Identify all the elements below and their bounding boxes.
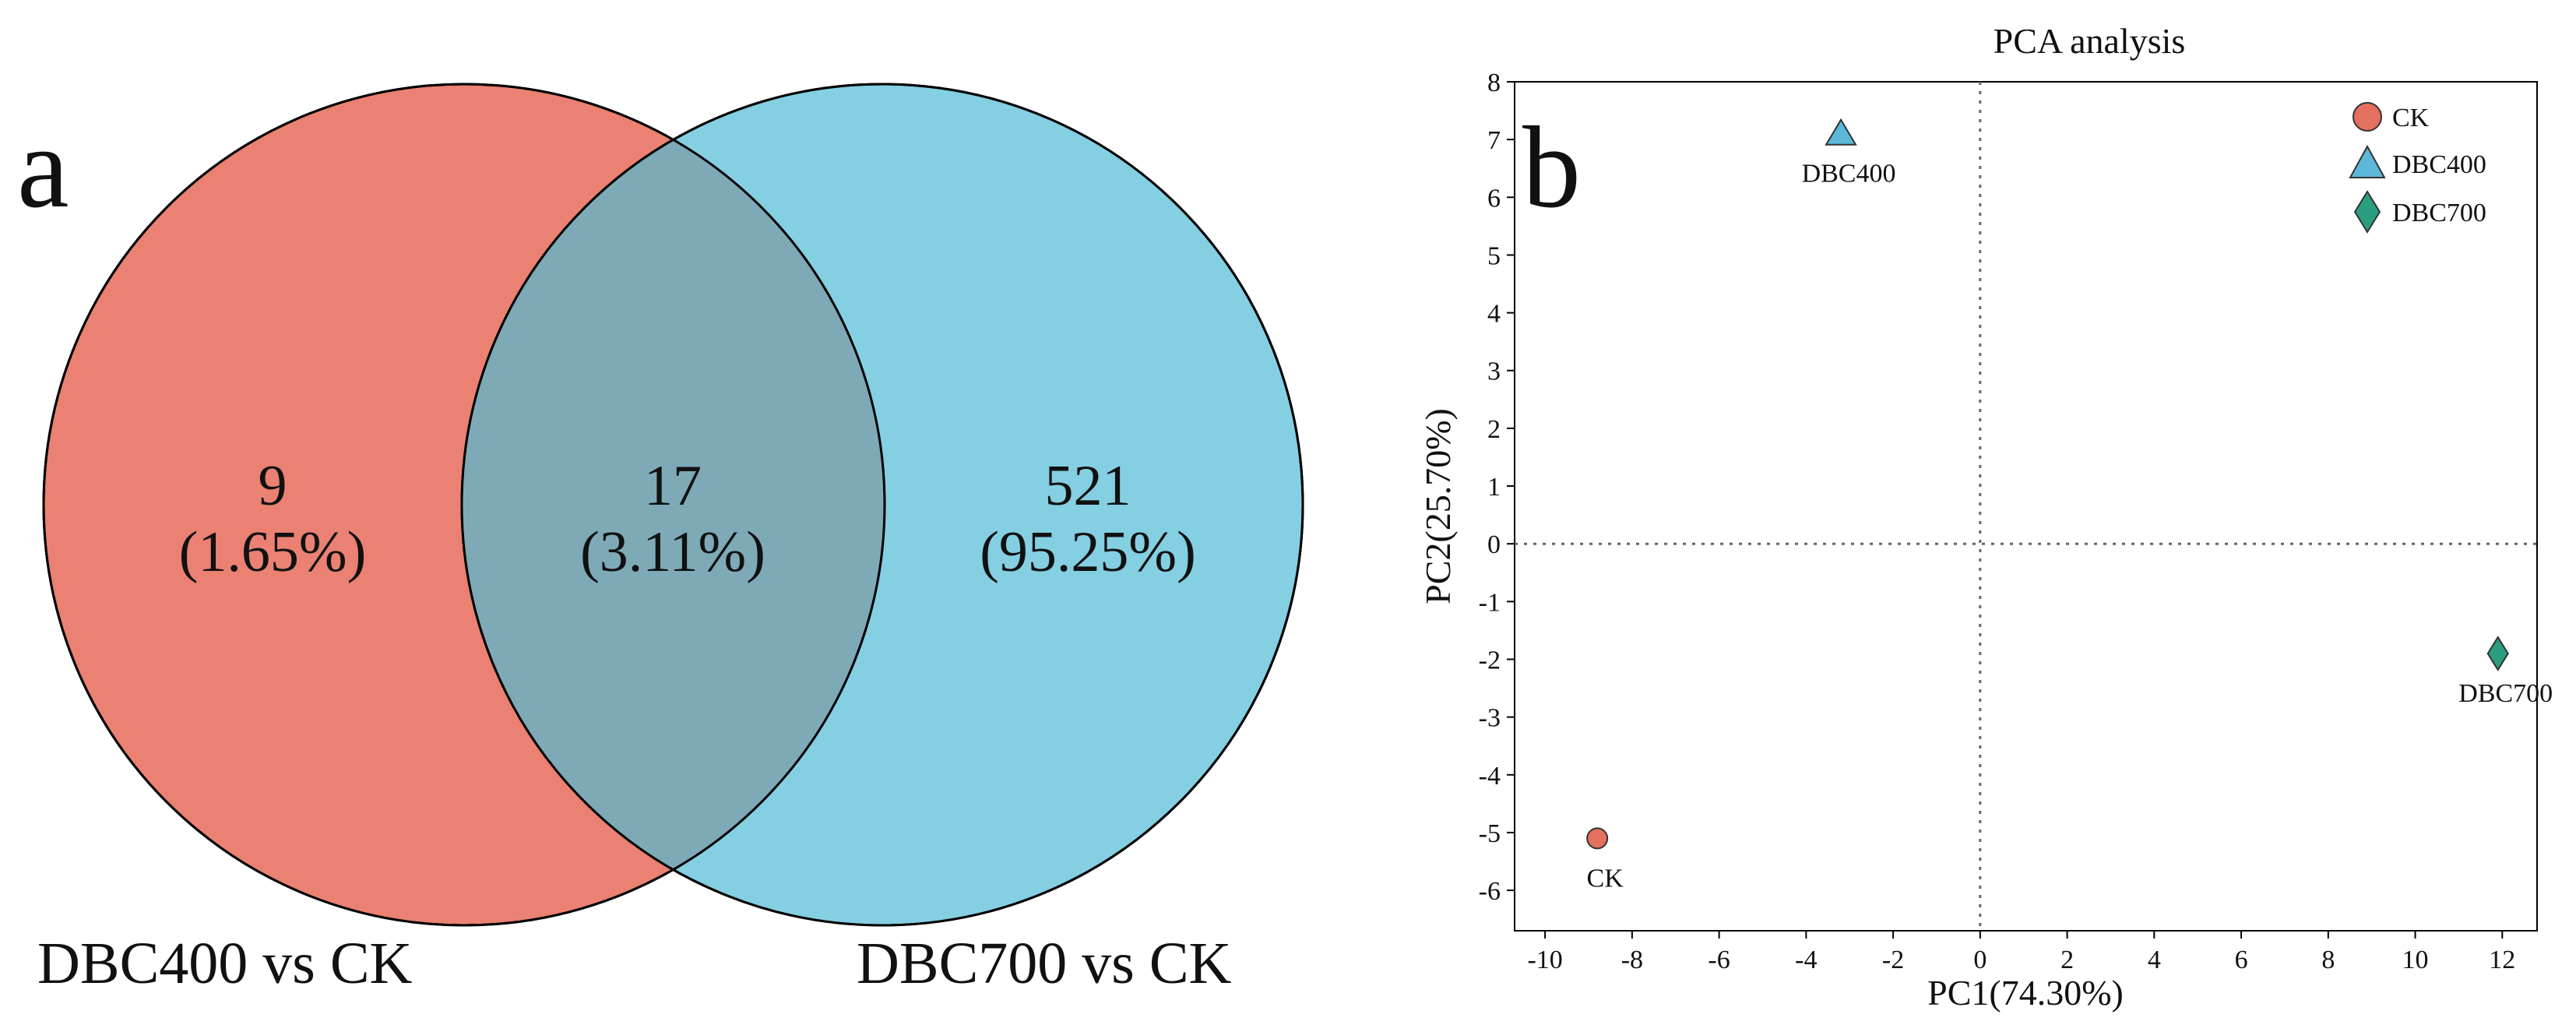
legend-label-dbc700: DBC700 [2392, 199, 2486, 227]
x-axis-label: PC1(74.30%) [1927, 973, 2124, 1013]
venn-region-left-pct: (1.65%) [179, 520, 366, 584]
x-tick-label: -4 [1795, 946, 1817, 974]
x-tick-label: 4 [2148, 946, 2161, 974]
venn-region-overlap-count: 17 [644, 454, 702, 518]
y-tick-label: 8 [1487, 69, 1501, 97]
x-tick-label: 8 [2321, 946, 2335, 974]
venn-region-overlap-pct: (3.11%) [580, 520, 765, 584]
legend-label-dbc400: DBC400 [2392, 150, 2486, 179]
venn-region-right-count: 521 [1045, 454, 1131, 518]
x-tick-label: -8 [1621, 946, 1643, 974]
y-tick-label: 1 [1487, 473, 1501, 502]
y-tick-label: 7 [1487, 126, 1501, 155]
legend-marker-ck [2353, 102, 2382, 132]
venn-diagram: 9 (1.65%) 17 (3.11%) 521 (95.25%) DBC400… [37, 83, 1304, 996]
point-dbc700 [2486, 636, 2509, 671]
chart-title: PCA analysis [1994, 21, 2186, 61]
panel-label-a: a [17, 103, 69, 232]
y-axis-label: PC2(25.70%) [1418, 408, 1458, 604]
point-label-dbc700: DBC700 [2458, 679, 2553, 708]
point-ck [1586, 827, 1609, 850]
legend-marker-dbc700 [2353, 190, 2381, 234]
point-label-ck: CK [1587, 864, 1624, 893]
y-tick-label: -4 [1479, 762, 1501, 791]
legend-label-ck: CK [2392, 104, 2430, 132]
venn-set-label-dbc400: DBC400 vs CK [37, 931, 413, 996]
venn-outline-left [42, 83, 886, 927]
y-tick-label: -3 [1479, 704, 1501, 733]
legend-marker-dbc400 [2349, 144, 2386, 178]
venn-region-right-pct: (95.25%) [980, 520, 1195, 584]
y-tick-label: 5 [1487, 241, 1501, 270]
x-tick-label: -10 [1527, 946, 1562, 974]
y-tick-label: -5 [1479, 819, 1501, 848]
x-tick-label: 12 [2489, 946, 2515, 974]
x-tick-label: 6 [2235, 946, 2248, 974]
point-label-dbc400: DBC400 [1802, 160, 1896, 188]
legend: CK DBC400 DBC700 [2349, 102, 2486, 234]
x-tick-label: 0 [1973, 946, 1987, 974]
y-tick-label: 0 [1487, 530, 1501, 559]
y-tick-label: 2 [1487, 415, 1501, 444]
venn-overlap [462, 84, 885, 925]
y-axis: -6 -5 -4 -3 -2 -1 0 1 2 3 4 5 6 7 8 [1479, 69, 1515, 906]
venn-set-label-dbc700: DBC700 vs CK [857, 931, 1232, 996]
y-tick-label: -1 [1479, 588, 1501, 617]
point-dbc400 [1825, 118, 1857, 146]
x-tick-label: -2 [1882, 946, 1904, 974]
venn-outline-right [460, 83, 1304, 927]
x-tick-label: -6 [1708, 946, 1730, 974]
plot-frame [1514, 81, 2538, 932]
venn-region-left-count: 9 [259, 454, 287, 518]
y-tick-label: -2 [1479, 646, 1501, 674]
y-tick-label: -6 [1479, 877, 1501, 906]
data-points: CK DBC400 DBC700 [1586, 118, 2553, 893]
x-tick-label: 2 [2060, 946, 2074, 974]
x-tick-label: 10 [2402, 946, 2429, 974]
y-tick-label: 4 [1487, 300, 1501, 329]
panel-label-b: b [1522, 103, 1581, 232]
y-tick-label: 3 [1487, 358, 1501, 386]
y-tick-label: 6 [1487, 184, 1501, 213]
x-axis: -10 -8 -6 -4 -2 0 2 4 6 8 10 12 [1527, 931, 2515, 974]
